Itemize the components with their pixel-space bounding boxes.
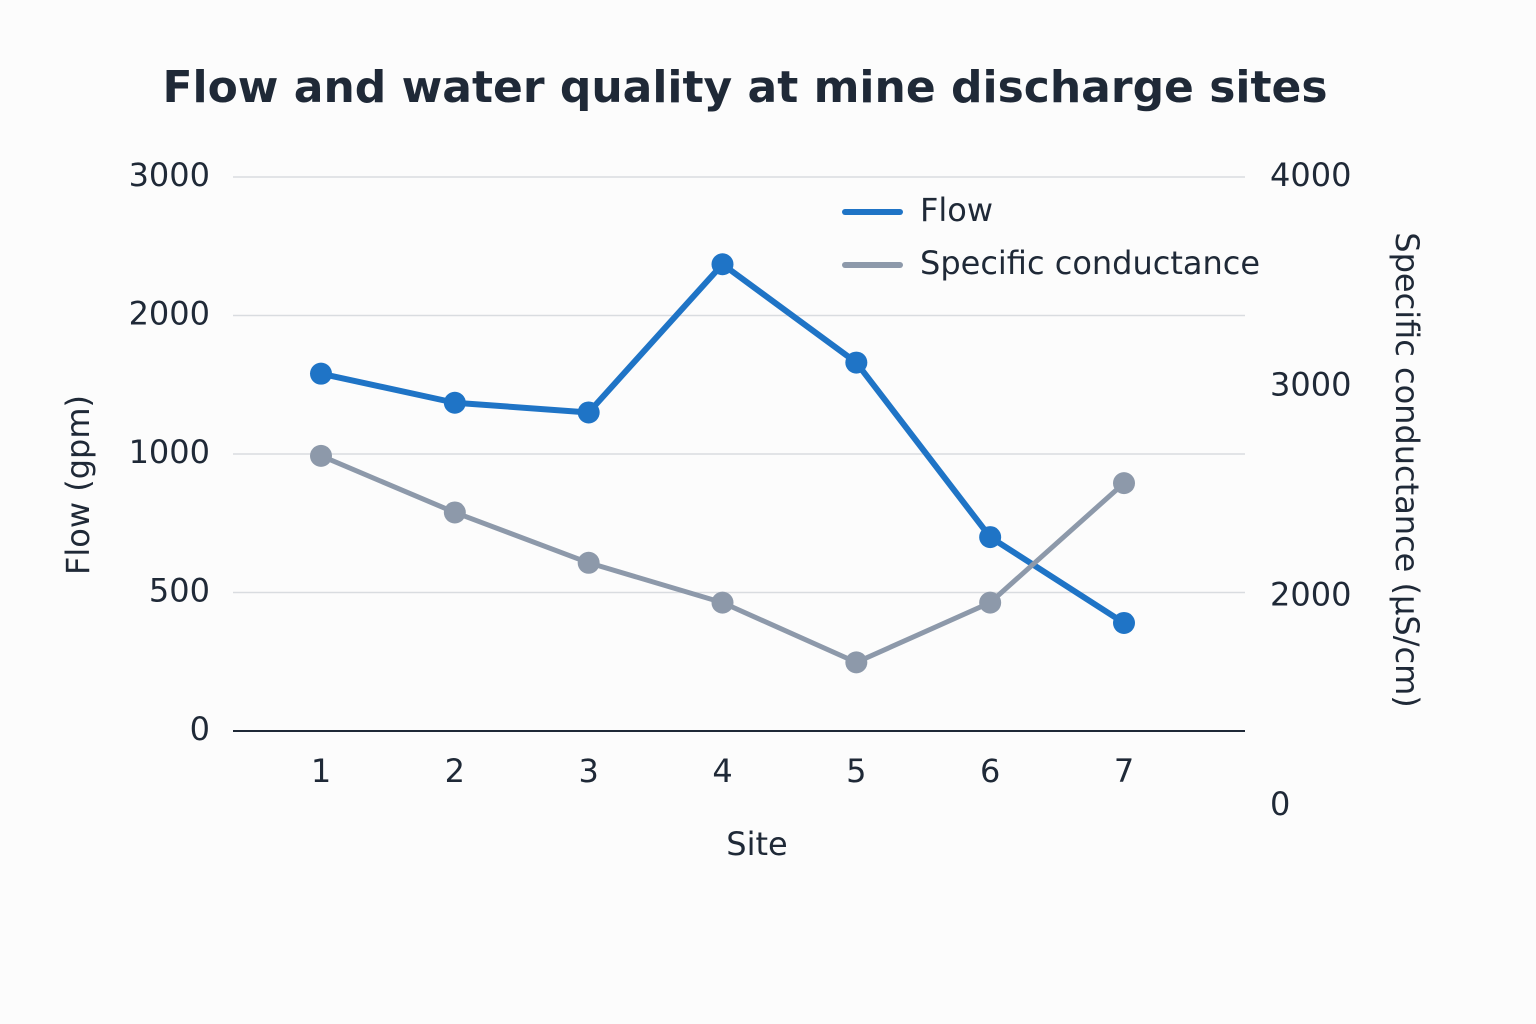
x-tick-label: 1 [311,752,331,790]
y2-tick-label: 4000 [1270,156,1351,194]
y-tick-label: 500 [149,572,210,610]
x-tick-label: 3 [578,752,598,790]
data-point [577,401,600,424]
data-point [577,551,600,574]
x-axis-label: Site [726,825,787,863]
x-tick-label: 5 [846,752,866,790]
data-point [443,391,466,414]
data-point [845,351,868,374]
data-point [1113,472,1135,495]
data-point [979,591,1002,614]
data-point [443,501,466,524]
y-tick-label: 3000 [129,156,210,194]
y2-tick-label: 3000 [1270,366,1351,404]
data-point [845,651,868,674]
legend-label: Specific conductance [920,244,1260,282]
y-tick-label: 2000 [129,295,210,333]
chart-title: Flow and water quality at mine discharge… [162,62,1327,113]
data-point [711,253,734,276]
y-tick-label: 1000 [129,433,210,471]
y-axis-label: Flow (gpm) [59,395,97,575]
x-tick-label: 4 [712,752,732,790]
x-tick-label: 7 [1114,752,1134,790]
legend-label: Flow [920,191,993,229]
data-point [711,591,734,614]
y2-tick-label: 0 [1270,785,1290,823]
data-point [1113,611,1135,634]
y2-axis-label: Specific conductance (μS/cm) [1388,232,1426,707]
x-tick-label: 6 [980,752,1000,790]
data-point [310,362,332,385]
x-tick-label: 2 [445,752,465,790]
data-point [310,444,332,467]
y2-tick-label: 2000 [1270,575,1351,613]
y-tick-label: 0 [190,710,210,748]
data-point [979,526,1002,549]
